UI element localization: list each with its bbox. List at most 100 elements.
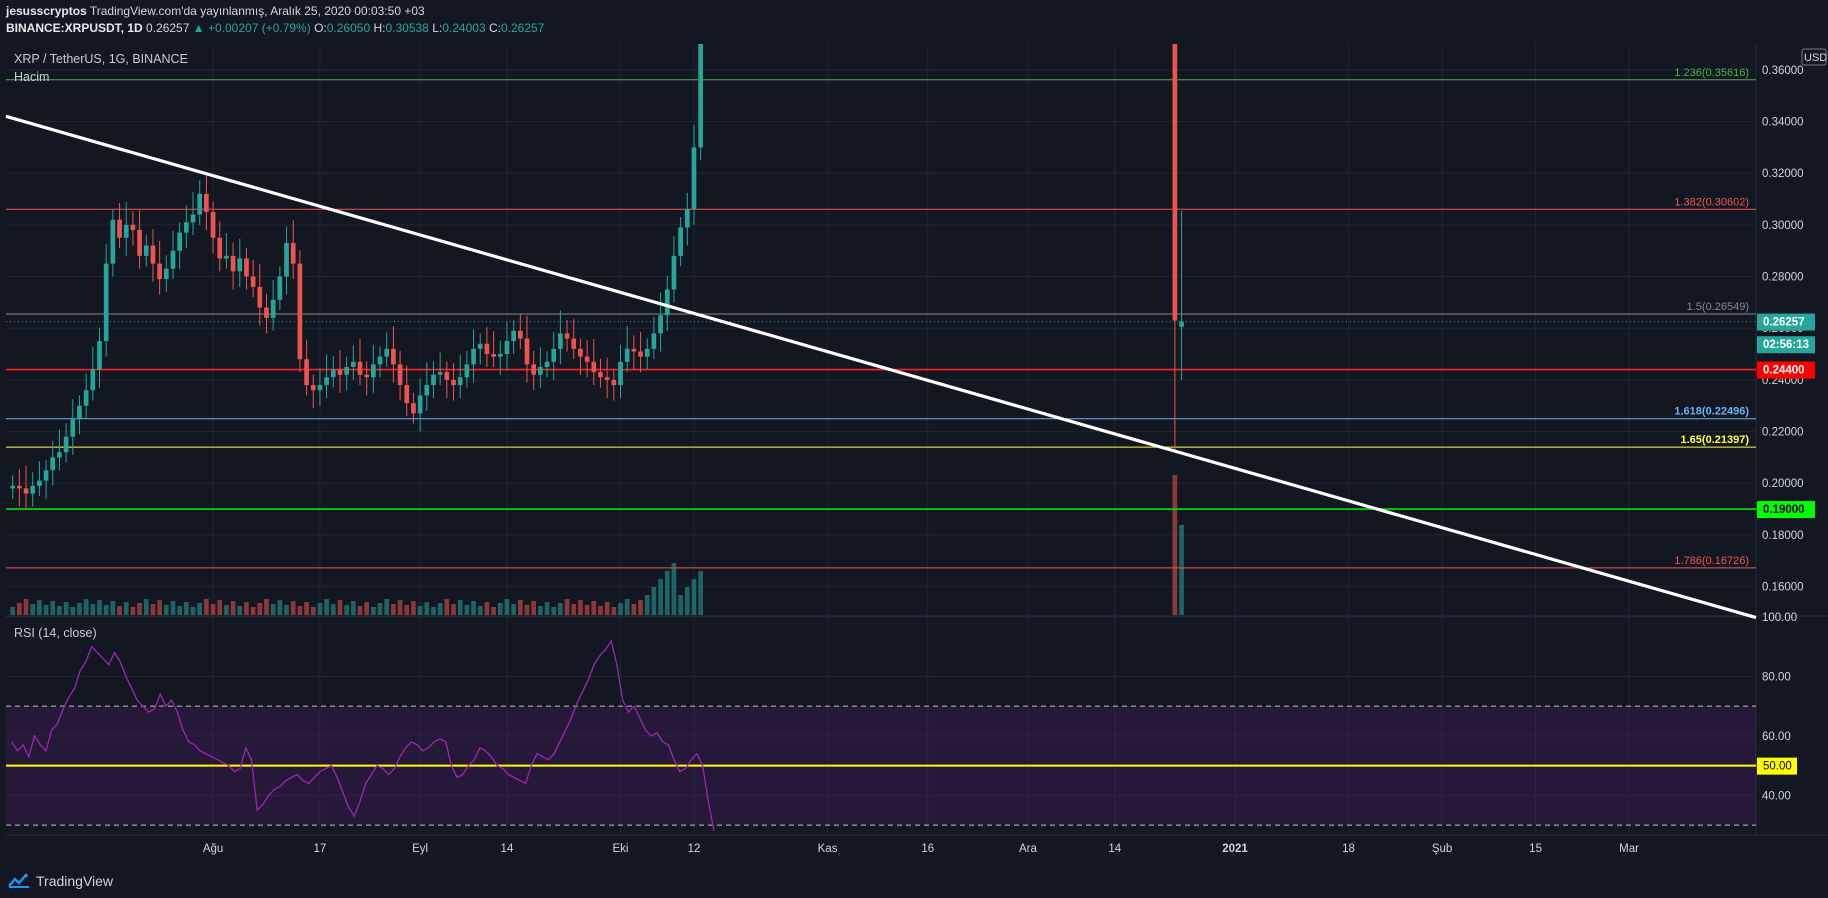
price-badge bbox=[1757, 501, 1815, 519]
candle-body bbox=[551, 348, 557, 362]
candle-body bbox=[130, 224, 136, 231]
volume-bar bbox=[290, 601, 296, 615]
volume-bar bbox=[150, 604, 156, 615]
candle-body bbox=[190, 214, 196, 223]
volume-bar bbox=[544, 602, 550, 615]
candle-body bbox=[471, 348, 476, 365]
volume-bar bbox=[511, 604, 516, 615]
candle-body bbox=[224, 255, 229, 259]
volume-label[interactable]: Hacim bbox=[14, 70, 50, 84]
candle-body bbox=[591, 361, 597, 373]
candle-body bbox=[431, 374, 436, 386]
rsi-pane-title[interactable]: RSI (14, close) bbox=[14, 626, 97, 640]
candle-body bbox=[504, 341, 510, 355]
candle-body bbox=[691, 147, 697, 210]
chart-canvas[interactable]: 1.236(0.35616) 1.382(0.30602) 1.5(0.26549)… bbox=[0, 0, 1828, 866]
volume-bar bbox=[371, 607, 376, 615]
candle-body bbox=[137, 230, 142, 256]
tradingview-logo[interactable]: TradingView bbox=[8, 873, 113, 889]
candle-body bbox=[143, 245, 149, 256]
low-value: 0.24003 bbox=[442, 21, 486, 35]
candle-body bbox=[270, 299, 276, 318]
high-value: 0.30538 bbox=[385, 21, 429, 35]
candle-body bbox=[377, 356, 383, 365]
volume-bar bbox=[130, 607, 136, 615]
volume-bar bbox=[397, 600, 403, 615]
volume-bar bbox=[77, 603, 82, 615]
rsi-axis-label: 80.00 bbox=[1762, 671, 1791, 683]
volume-bar bbox=[163, 605, 169, 615]
volume-bar bbox=[404, 605, 410, 615]
candle-body bbox=[511, 330, 516, 342]
price-axis-label: 0.32000 bbox=[1762, 168, 1804, 180]
volume-bar bbox=[43, 605, 49, 615]
volume-bar bbox=[270, 604, 276, 615]
candle-body bbox=[1172, 44, 1178, 321]
time-axis-label: Mar bbox=[1619, 843, 1639, 855]
volume-bar bbox=[364, 602, 370, 615]
price-axis-label: 0.34000 bbox=[1762, 117, 1804, 129]
candle-body bbox=[117, 219, 122, 238]
candle-body bbox=[464, 364, 470, 378]
volume-bar bbox=[237, 606, 243, 615]
volume-bar bbox=[317, 603, 323, 615]
candle-body bbox=[658, 315, 663, 334]
candle-body bbox=[17, 485, 22, 489]
volume-bar bbox=[97, 600, 102, 615]
volume-bar bbox=[204, 599, 209, 615]
candle-body bbox=[644, 348, 650, 357]
candle-body bbox=[244, 258, 249, 277]
volume-bar bbox=[344, 605, 349, 615]
price-badge-label: 0.26257 bbox=[1763, 317, 1805, 329]
volume-bar bbox=[224, 605, 229, 615]
candle-body bbox=[484, 343, 490, 355]
candle-body bbox=[317, 385, 323, 391]
volume-bar bbox=[177, 606, 183, 615]
candle-body bbox=[357, 361, 363, 375]
volume-bar bbox=[638, 600, 643, 615]
volume-bar bbox=[170, 601, 176, 615]
candle-body bbox=[43, 470, 49, 481]
volume-bar bbox=[444, 599, 450, 615]
candle-body bbox=[624, 348, 630, 362]
volume-bar bbox=[417, 606, 423, 615]
candle-body bbox=[391, 348, 396, 365]
candle-body bbox=[1179, 321, 1184, 327]
volume-bar bbox=[57, 606, 62, 615]
fib-level-label: 1.382(0.30602) bbox=[1674, 196, 1749, 208]
candle-body bbox=[664, 289, 670, 316]
volume-bar bbox=[551, 607, 557, 615]
candle-body bbox=[123, 224, 129, 238]
candle-body bbox=[170, 250, 176, 269]
symbol: BINANCE:XRPUSDT, 1D bbox=[6, 21, 143, 35]
candle-body bbox=[611, 379, 617, 386]
volume-bar bbox=[324, 599, 329, 615]
currency-badge[interactable]: USDT bbox=[1801, 48, 1828, 66]
volume-bar bbox=[90, 604, 96, 615]
candle-body bbox=[404, 385, 410, 404]
price-pane-title[interactable]: XRP / TetherUS, 1G, BINANCE bbox=[14, 52, 188, 66]
volume-bar bbox=[384, 599, 390, 615]
price-badge-label: 0.24400 bbox=[1763, 365, 1805, 377]
candle-body bbox=[584, 356, 590, 362]
candle-body bbox=[110, 219, 116, 264]
volume-bar bbox=[284, 605, 289, 615]
candle-body bbox=[571, 338, 577, 349]
volume-bar bbox=[671, 563, 677, 615]
price-axis-label: 0.18000 bbox=[1762, 530, 1804, 542]
open-value: 0.26050 bbox=[326, 21, 371, 35]
volume-bar bbox=[377, 603, 383, 615]
price-axis-label: 0.30000 bbox=[1762, 220, 1804, 232]
volume-bar bbox=[257, 603, 263, 615]
volume-bar bbox=[484, 602, 490, 615]
volume-bar bbox=[70, 607, 76, 615]
candle-body bbox=[678, 227, 683, 256]
currency-badge-label: USDT bbox=[1804, 52, 1828, 64]
volume-bar bbox=[457, 600, 463, 615]
candle-body bbox=[284, 242, 289, 277]
candle-body bbox=[350, 361, 356, 367]
volume-bar bbox=[524, 605, 530, 615]
publisher-name[interactable]: jesusscryptos bbox=[6, 4, 87, 18]
volume-bar bbox=[497, 603, 503, 615]
volume-bar bbox=[624, 599, 630, 615]
